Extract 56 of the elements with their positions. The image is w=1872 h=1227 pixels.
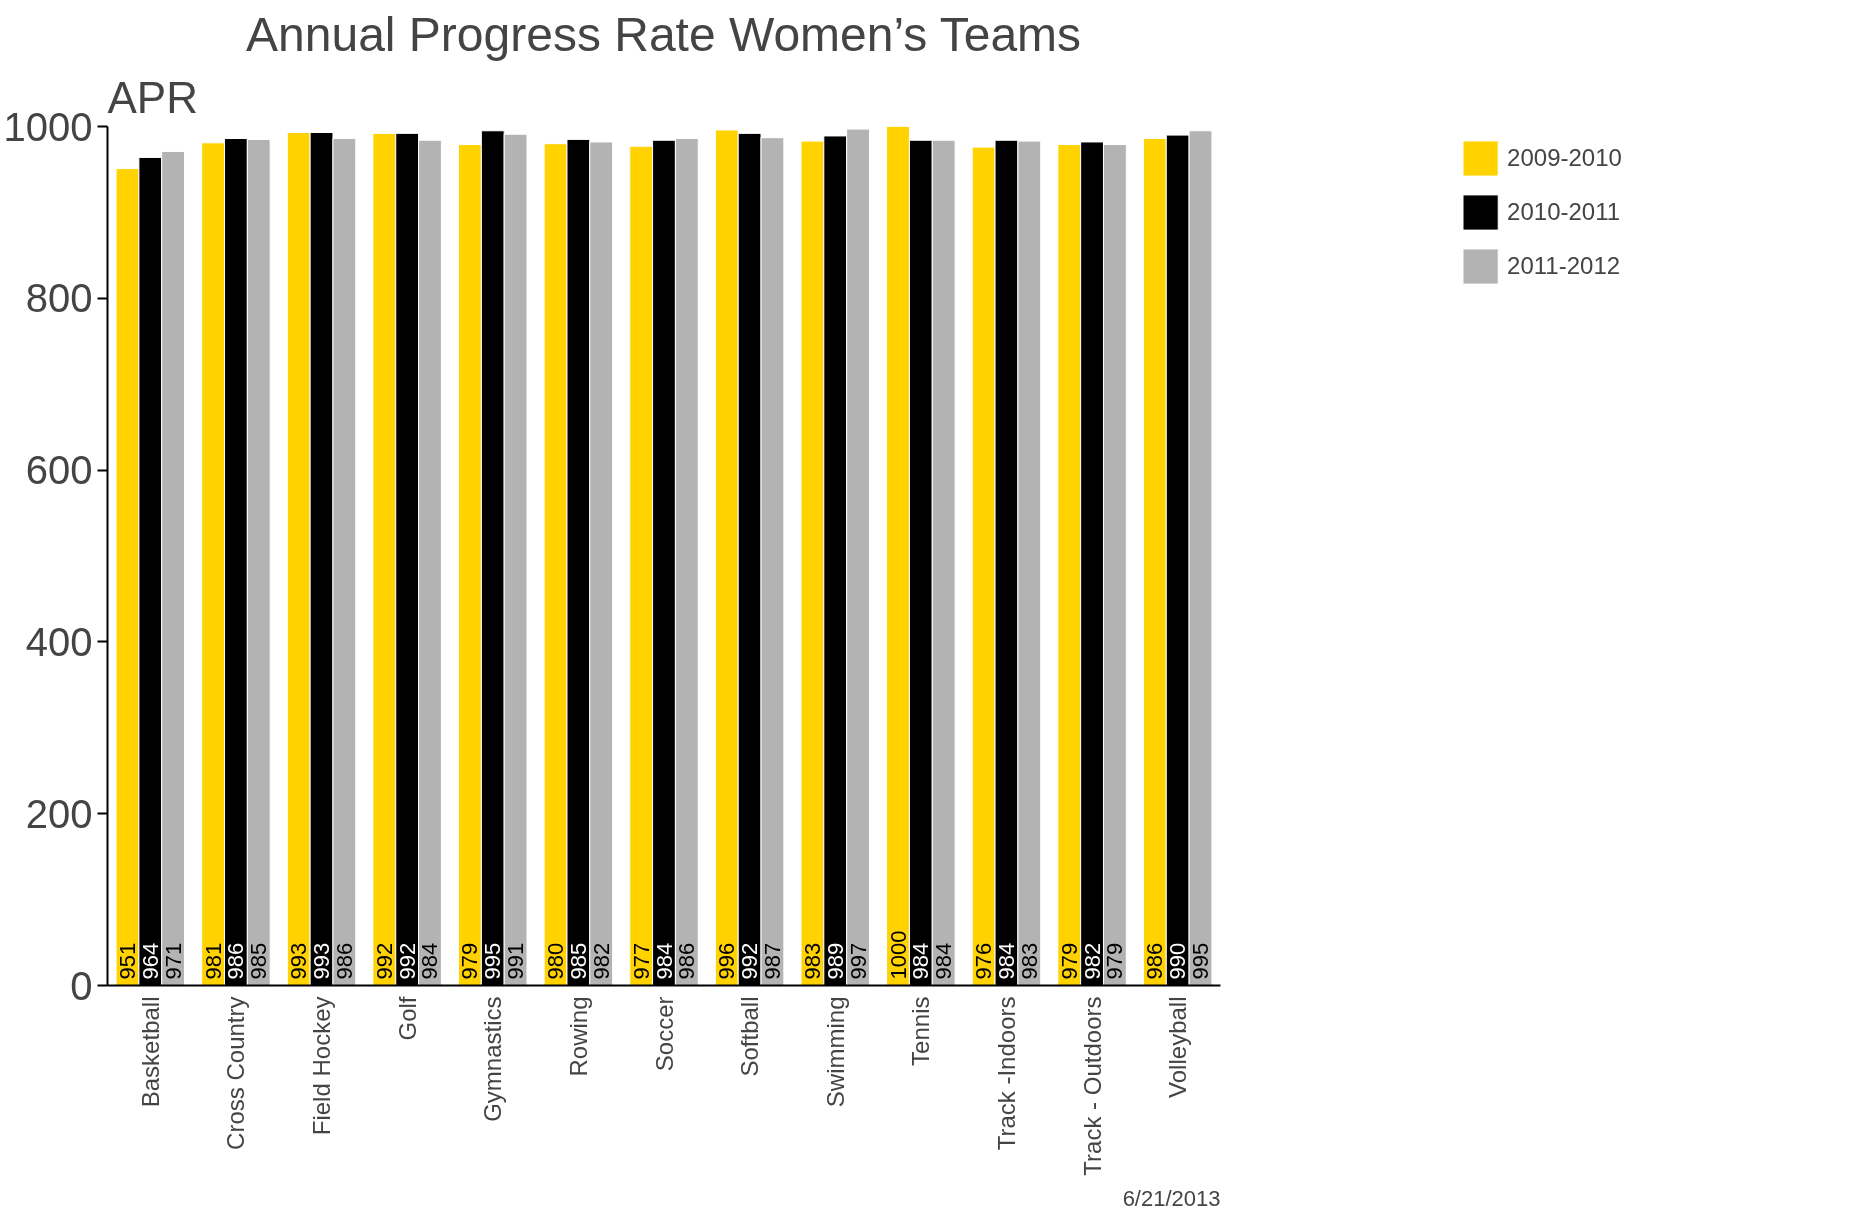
data-label: 964 [137, 942, 163, 980]
data-label: 985 [246, 942, 272, 980]
data-label: 984 [651, 942, 677, 980]
data-label: 997 [845, 942, 871, 980]
data-label: 995 [1188, 942, 1214, 980]
x-tick-label: Soccer [650, 996, 678, 1072]
chart-title: Annual Progress Rate Women’s Teams [246, 7, 1082, 61]
data-label: 986 [1142, 942, 1168, 980]
data-label: 983 [1016, 942, 1042, 980]
data-label: 989 [822, 942, 848, 980]
y-tick-label: 1000 [3, 104, 93, 149]
x-tick-label: Track -Indoors [992, 996, 1020, 1151]
x-tick-label: Softball [736, 996, 764, 1077]
data-label: 982 [588, 942, 614, 980]
data-label: 993 [286, 942, 312, 980]
data-label: 1000 [885, 930, 911, 980]
y-tick-label: 200 [25, 791, 93, 836]
data-label: 971 [160, 942, 186, 980]
x-tick-label: Gymnastics [479, 996, 507, 1122]
data-label: 984 [908, 942, 934, 980]
y-tick-label: 600 [25, 448, 93, 493]
data-label: 992 [371, 942, 397, 980]
data-label: 995 [480, 942, 506, 980]
x-tick-label: Track - Outdoors [1078, 996, 1106, 1176]
data-label: 984 [931, 942, 957, 980]
data-label: 986 [674, 942, 700, 980]
data-label: 991 [503, 942, 529, 980]
data-label: 982 [1079, 942, 1105, 980]
data-label: 951 [114, 942, 140, 980]
y-axis-title: APR [107, 72, 198, 122]
legend-label: 2009-2010 [1507, 144, 1622, 172]
data-label: 986 [223, 942, 249, 980]
data-label: 992 [394, 942, 420, 980]
x-tick-label: Volleyball [1164, 996, 1192, 1098]
legend-label: 2011-2012 [1507, 252, 1621, 280]
y-tick-label: 800 [25, 276, 93, 321]
data-label: 979 [1056, 942, 1082, 980]
data-label: 979 [457, 942, 483, 980]
data-label: 990 [1165, 942, 1191, 980]
x-tick-label: Field Hockey [308, 996, 336, 1136]
x-tick-label: Golf [393, 996, 421, 1041]
y-tick-label: 0 [70, 963, 93, 1008]
data-label: 996 [714, 942, 740, 980]
x-tick-label: Basketball [136, 996, 164, 1108]
data-label: 984 [417, 942, 443, 980]
data-label: 983 [799, 942, 825, 980]
text: 6/21/2013 [1122, 1185, 1221, 1211]
x-tick-label: Rowing [564, 996, 592, 1077]
y-tick-label: 400 [25, 619, 93, 664]
x-tick-label: Cross Country [222, 996, 250, 1150]
data-label: 981 [200, 942, 226, 980]
legend-label: 2010-2011 [1507, 198, 1621, 226]
x-tick-label: Swimming [821, 996, 849, 1108]
data-label: 977 [628, 942, 654, 980]
x-tick-label: Tennis [907, 996, 935, 1066]
data-label: 979 [1102, 942, 1128, 980]
